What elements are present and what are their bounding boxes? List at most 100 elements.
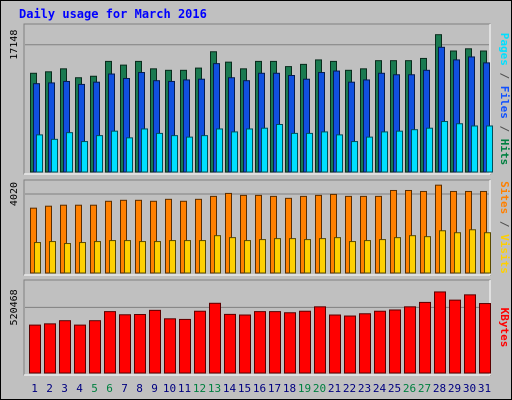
bar-sites-20: [319, 238, 326, 274]
bar-sites-22: [349, 241, 356, 274]
bar-pages-4: [81, 141, 88, 173]
bar-visits-13: [210, 195, 217, 274]
bar-visits-25: [390, 189, 397, 274]
bar-visits-9: [150, 200, 157, 274]
x-tick-label: 8: [136, 382, 143, 395]
y-tick-label: 4020: [9, 182, 20, 206]
bar-pages-7: [126, 137, 133, 173]
bar-visits-17: [270, 195, 277, 274]
x-tick-label: 31: [478, 382, 491, 395]
bar-kbytes-19: [299, 310, 311, 374]
bar-kbytes-12: [194, 310, 206, 374]
bar-pages-31: [486, 125, 493, 173]
x-tick-label: 17: [268, 382, 281, 395]
bar-pages-13: [216, 128, 223, 173]
x-tick-label: 24: [373, 382, 387, 395]
bar-sites-17: [274, 238, 281, 274]
x-tick-label: 12: [193, 382, 206, 395]
bar-visits-19: [300, 195, 307, 274]
x-tick-label: 14: [223, 382, 237, 395]
y-axis-label-part: /: [498, 119, 511, 139]
bar-pages-2: [51, 138, 58, 173]
x-tick-label: 27: [418, 382, 431, 395]
bar-pages-26: [411, 129, 418, 173]
x-tick-label: 28: [433, 382, 446, 395]
series-kbytes: [29, 291, 491, 374]
x-tick-label: 16: [253, 382, 266, 395]
bar-visits-26: [405, 189, 412, 274]
bar-kbytes-9: [149, 309, 161, 374]
x-tick-label: 1: [31, 382, 38, 395]
y-tick-label: 520468: [9, 289, 20, 325]
bar-visits-14: [225, 192, 232, 274]
bar-visits-1: [30, 207, 37, 274]
x-tick-label: 20: [313, 382, 326, 395]
x-tick-label: 30: [463, 382, 476, 395]
y-axis-label: Sites / Visits: [498, 181, 511, 274]
bar-kbytes-14: [224, 313, 236, 374]
bar-pages-23: [366, 136, 373, 173]
bar-pages-1: [36, 134, 43, 173]
x-tick-label: 18: [283, 382, 296, 395]
bar-pages-29: [456, 123, 463, 173]
bar-kbytes-27: [419, 301, 431, 374]
y-axis-label-part: Files: [498, 86, 511, 119]
bar-pages-17: [276, 123, 283, 173]
bar-sites-18: [289, 238, 296, 274]
bar-kbytes-31: [479, 303, 491, 374]
x-tick-label: 13: [208, 382, 221, 395]
bar-sites-31: [484, 232, 491, 274]
bar-kbytes-15: [239, 314, 251, 374]
bar-sites-24: [379, 239, 386, 274]
x-tick-label: 23: [358, 382, 371, 395]
bar-kbytes-25: [389, 309, 401, 374]
bar-visits-12: [195, 198, 202, 274]
bar-sites-10: [169, 240, 176, 274]
bar-visits-21: [330, 193, 337, 274]
series-files: [33, 46, 490, 173]
bar-pages-25: [396, 130, 403, 173]
bar-pages-3: [66, 132, 73, 173]
x-tick-label: 9: [151, 382, 158, 395]
x-axis-labels: 1 2 3 4 5 6 7 8 9 10 11 12 13 14 15 16 17 18 19 20 21 22 23 24 2…: [31, 382, 491, 395]
bar-sites-16: [259, 239, 266, 274]
chart-title: Daily usage for March 2016: [19, 7, 207, 21]
bar-kbytes-30: [464, 294, 476, 374]
y-axis-label-part: KBytes: [498, 308, 511, 348]
x-tick-label: 7: [121, 382, 128, 395]
y-tick-label: 17148: [9, 30, 20, 60]
y-axis-label-part: Hits: [498, 139, 511, 166]
bar-pages-21: [336, 134, 343, 173]
bar-sites-7: [124, 240, 131, 274]
bar-kbytes-3: [59, 320, 71, 374]
bar-sites-30: [469, 229, 476, 274]
bar-visits-24: [375, 195, 382, 274]
bar-kbytes-16: [254, 311, 266, 374]
bar-pages-28: [441, 121, 448, 173]
bar-kbytes-5: [89, 320, 101, 374]
bar-kbytes-13: [209, 302, 221, 374]
bar-pages-19: [306, 132, 313, 173]
bar-sites-27: [424, 236, 431, 274]
bar-sites-11: [184, 240, 191, 274]
series-visits: [30, 184, 487, 274]
bar-visits-11: [180, 200, 187, 274]
bar-visits-10: [165, 198, 172, 274]
x-tick-label: 5: [91, 382, 98, 395]
bar-sites-6: [109, 240, 116, 274]
panel-visits-sites: 4020 Sites / Visits: [9, 179, 511, 276]
bar-sites-23: [364, 240, 371, 274]
panel-kbytes: 520468 KBytes: [9, 279, 511, 376]
bar-visits-2: [45, 205, 52, 274]
bar-kbytes-7: [119, 314, 131, 374]
bar-pages-8: [141, 128, 148, 173]
bar-visits-5: [90, 204, 97, 274]
bar-sites-26: [409, 235, 416, 274]
bar-pages-9: [156, 132, 163, 173]
bar-visits-27: [420, 190, 427, 274]
bar-sites-28: [439, 230, 446, 274]
bar-kbytes-23: [359, 313, 371, 374]
bar-pages-20: [321, 131, 328, 173]
bar-sites-1: [34, 242, 41, 274]
